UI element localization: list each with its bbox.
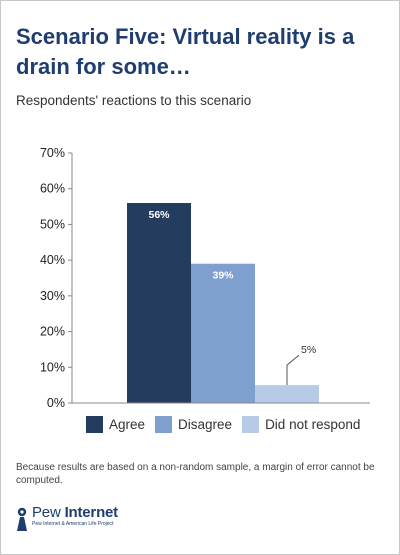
chart-subtitle: Respondents' reactions to this scenario (16, 93, 252, 108)
legend: Agree Disagree Did not respond (86, 416, 370, 433)
bars: 56% 39% 5% (72, 203, 370, 404)
bar-value-label-did-not-respond: 5% (301, 344, 316, 356)
keyhole-person-icon (17, 507, 27, 531)
legend-label-did-not-respond: Did not respond (265, 417, 361, 432)
legend-item-disagree: Disagree (155, 416, 232, 433)
y-tick-label: 20% (40, 325, 65, 339)
legend-swatch-did-not-respond (242, 416, 260, 433)
logo-brand-light: Pew (32, 504, 65, 521)
logo-brand-bold: Internet (64, 504, 119, 521)
callout-line-did-not-respond (286, 354, 300, 386)
bar-chart: 0% 10% 20% 30% 40% 50% 60% 70% 56% 39% 5% (40, 146, 370, 410)
y-tick-label: 0% (47, 396, 65, 410)
y-tick-label: 30% (40, 289, 65, 303)
bar-disagree (191, 263, 255, 403)
legend-swatch-agree (86, 416, 103, 433)
y-tick-label: 50% (40, 217, 65, 231)
bar-value-label-disagree: 39% (212, 270, 234, 282)
legend-item-did-not-respond: Did not respond (242, 416, 360, 433)
legend-label-disagree: Disagree (178, 417, 233, 432)
footnote: Because results are based on a non-rando… (16, 462, 375, 486)
legend-swatch-disagree (155, 416, 173, 433)
legend-label-agree: Agree (109, 417, 146, 432)
y-tick-label: 70% (40, 146, 65, 160)
bar-did-not-respond (255, 385, 319, 403)
bar-agree (127, 203, 191, 403)
page-title: Scenario Five: Virtual reality is a drai… (16, 24, 355, 79)
logo-brand-text: Pew Internet (32, 504, 118, 521)
y-tick-label: 40% (40, 253, 65, 267)
y-tick-label: 10% (40, 360, 65, 374)
bar-value-label-agree: 56% (148, 209, 170, 221)
pew-internet-logo: Pew Internet Pew Internet & American Lif… (14, 504, 118, 532)
legend-item-agree: Agree (86, 416, 145, 433)
y-tick-label: 60% (40, 182, 65, 196)
y-axis: 0% 10% 20% 30% 40% 50% 60% 70% (40, 146, 73, 410)
logo-tagline: Pew Internet & American Life Project (32, 521, 114, 527)
